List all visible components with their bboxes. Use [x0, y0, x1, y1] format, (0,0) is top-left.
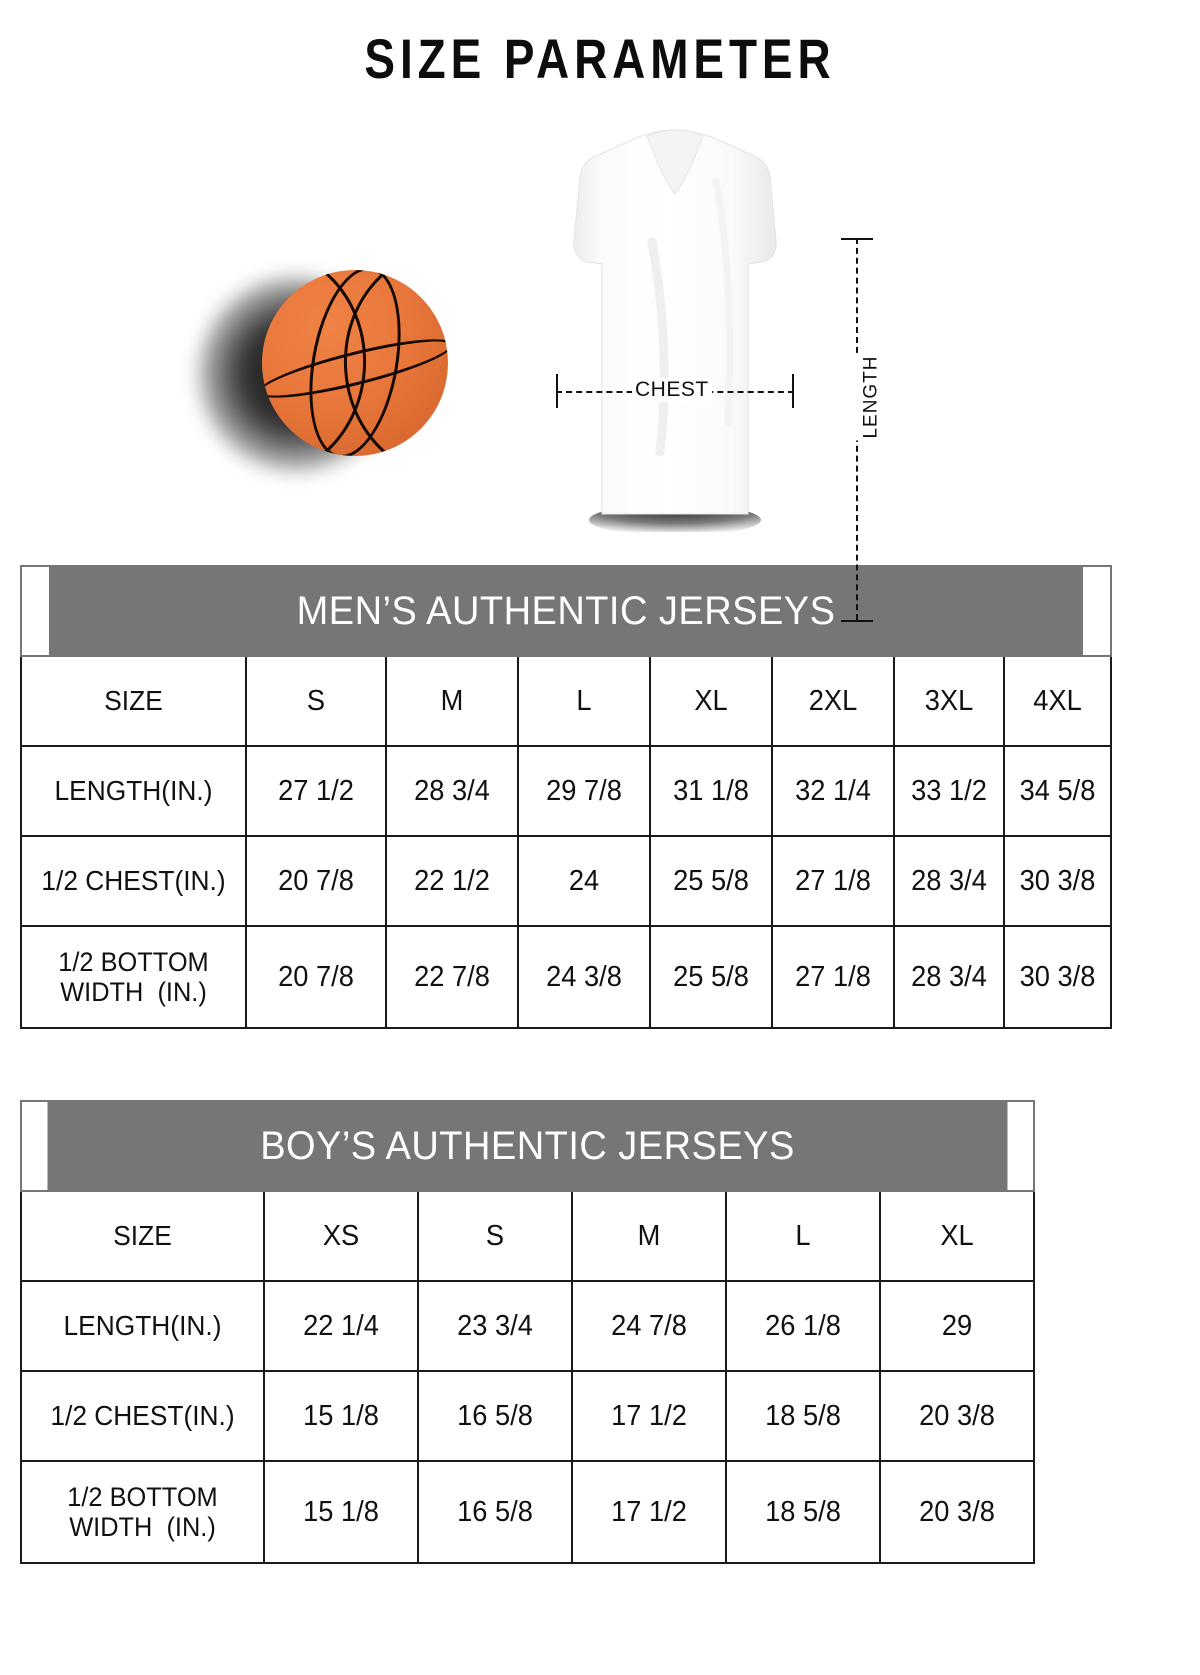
header-cell-size: SIZE — [27, 1190, 258, 1282]
row-label-bottom-width: 1/2 BOTTOM WIDTH (IN.) — [27, 1460, 258, 1564]
row-label-half-chest: 1/2 CHEST(IN.) — [27, 1370, 258, 1462]
row-label-bottom-width: 1/2 BOTTOM WIDTH (IN.) — [26, 925, 241, 1029]
cell-chest-2xl: 27 1/8 — [774, 835, 892, 927]
header-cell-xs: XS — [267, 1190, 415, 1282]
cell-length-m: 24 7/8 — [575, 1280, 723, 1372]
basketball-icon — [262, 270, 448, 456]
cell-length-s: 23 3/4 — [421, 1280, 569, 1372]
cell-chest-xs: 15 1/8 — [267, 1370, 415, 1462]
length-measure-label: LENGTH — [854, 353, 889, 441]
header-cell-m: M — [575, 1190, 723, 1282]
cell-bottom-m: 22 7/8 — [389, 925, 515, 1029]
cell-length-m: 28 3/4 — [389, 745, 515, 837]
cell-chest-s: 20 7/8 — [249, 835, 383, 927]
jersey-shape-icon — [573, 129, 777, 532]
cell-length-4xl: 34 5/8 — [1006, 745, 1109, 837]
header-cell-m: M — [389, 655, 515, 747]
cell-chest-l: 24 — [521, 835, 647, 927]
cell-bottom-2xl: 27 1/8 — [774, 925, 892, 1029]
table-row: 1/2 CHEST(IN.) 20 7/8 22 1/2 24 25 5/8 2… — [21, 835, 1111, 927]
header-cell-3xl: 3XL — [896, 655, 1002, 747]
table-banner-row: MEN’S AUTHENTIC JERSEYS — [21, 565, 1111, 657]
cell-length-xl: 31 1/8 — [652, 745, 770, 837]
boys-size-table: BOY’S AUTHENTIC JERSEYS SIZE XS S M L XL… — [20, 1100, 1035, 1564]
cell-bottom-xl: 25 5/8 — [652, 925, 770, 1029]
cell-bottom-l: 24 3/8 — [521, 925, 647, 1029]
row-label-bottom-width-line1: 1/2 BOTTOM — [67, 1481, 218, 1512]
row-label-length: LENGTH(IN.) — [26, 745, 241, 837]
mens-size-table: MEN’S AUTHENTIC JERSEYS SIZE S M L XL 2X… — [20, 565, 1112, 1029]
table-row: 1/2 BOTTOM WIDTH (IN.) 15 1/8 16 5/8 17 … — [21, 1460, 1034, 1564]
cell-bottom-l: 18 5/8 — [729, 1460, 877, 1564]
cell-bottom-3xl: 28 3/4 — [896, 925, 1002, 1029]
cell-bottom-xl: 20 3/8 — [883, 1460, 1031, 1564]
cell-chest-l: 18 5/8 — [729, 1370, 877, 1462]
cell-bottom-s: 16 5/8 — [421, 1460, 569, 1564]
cell-chest-4xl: 30 3/8 — [1006, 835, 1109, 927]
chest-tick-right — [792, 374, 794, 408]
cell-chest-3xl: 28 3/4 — [896, 835, 1002, 927]
table-row: LENGTH(IN.) 27 1/2 28 3/4 29 7/8 31 1/8 … — [21, 745, 1111, 837]
length-tick-bottom — [841, 620, 873, 622]
cell-chest-xl: 20 3/8 — [883, 1370, 1031, 1462]
cell-length-l: 26 1/8 — [729, 1280, 877, 1372]
table-row: 1/2 BOTTOM WIDTH (IN.) 20 7/8 22 7/8 24 … — [21, 925, 1111, 1029]
header-cell-s: S — [421, 1190, 569, 1282]
cell-chest-s: 16 5/8 — [421, 1370, 569, 1462]
header-cell-xl: XL — [652, 655, 770, 747]
chest-measure-label: CHEST — [632, 378, 712, 402]
cell-bottom-m: 17 1/2 — [575, 1460, 723, 1564]
cell-length-3xl: 33 1/2 — [896, 745, 1002, 837]
row-label-length: LENGTH(IN.) — [27, 1280, 258, 1372]
table-row: LENGTH(IN.) 22 1/4 23 3/4 24 7/8 26 1/8 … — [21, 1280, 1034, 1372]
row-label-bottom-width-line2: WIDTH (IN.) — [69, 1512, 216, 1542]
page-title: SIZE PARAMETER — [364, 27, 836, 90]
cell-chest-m: 17 1/2 — [575, 1370, 723, 1462]
boys-table-title: BOY’S AUTHENTIC JERSEYS — [45, 1100, 1010, 1192]
header-cell-s: S — [249, 655, 383, 747]
cell-bottom-s: 20 7/8 — [249, 925, 383, 1029]
table-header-row: SIZE S M L XL 2XL 3XL 4XL — [21, 655, 1111, 747]
jersey-illustration — [540, 122, 810, 532]
table-header-row: SIZE XS S M L XL — [21, 1190, 1034, 1282]
mens-table-title: MEN’S AUTHENTIC JERSEYS — [47, 565, 1085, 657]
cell-length-xl: 29 — [883, 1280, 1031, 1372]
header-cell-2xl: 2XL — [774, 655, 892, 747]
cell-chest-xl: 25 5/8 — [652, 835, 770, 927]
size-illustration: CHEST LENGTH — [0, 110, 1200, 622]
header-cell-4xl: 4XL — [1006, 655, 1109, 747]
header-cell-xl: XL — [883, 1190, 1031, 1282]
cell-bottom-xs: 15 1/8 — [267, 1460, 415, 1564]
basketball-illustration — [198, 270, 450, 480]
cell-bottom-4xl: 30 3/8 — [1006, 925, 1109, 1029]
cell-length-2xl: 32 1/4 — [774, 745, 892, 837]
table-banner-row: BOY’S AUTHENTIC JERSEYS — [21, 1100, 1034, 1192]
header-cell-l: L — [729, 1190, 877, 1282]
row-label-bottom-width-line2: WIDTH (IN.) — [60, 977, 207, 1007]
cell-length-l: 29 7/8 — [521, 745, 647, 837]
header-cell-size: SIZE — [26, 655, 241, 747]
row-label-bottom-width-line1: 1/2 BOTTOM — [58, 946, 209, 977]
cell-length-s: 27 1/2 — [249, 745, 383, 837]
row-label-half-chest: 1/2 CHEST(IN.) — [26, 835, 241, 927]
cell-length-xs: 22 1/4 — [267, 1280, 415, 1372]
header-cell-l: L — [521, 655, 647, 747]
cell-chest-m: 22 1/2 — [389, 835, 515, 927]
table-row: 1/2 CHEST(IN.) 15 1/8 16 5/8 17 1/2 18 5… — [21, 1370, 1034, 1462]
